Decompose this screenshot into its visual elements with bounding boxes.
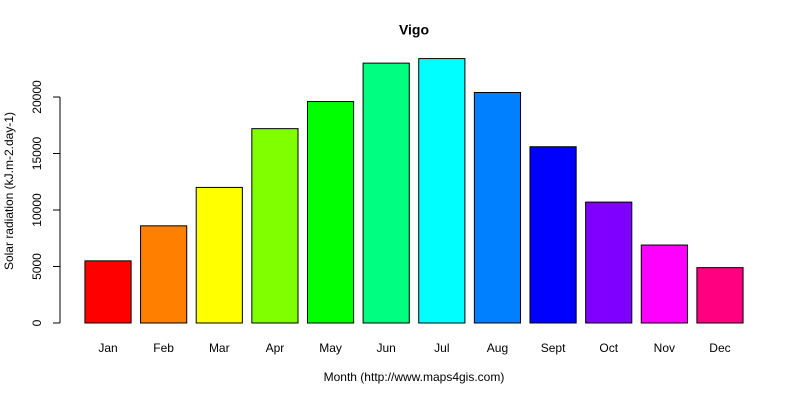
x-axis-title: Month (http://www.maps4gis.com) [324, 370, 505, 384]
y-axis-title: Solar radiation (kJ.m-2.day-1) [2, 112, 16, 270]
x-tick-label: Mar [209, 341, 230, 355]
bar [362, 62, 410, 324]
x-tick-label: Aug [487, 341, 508, 355]
y-tick-label: 15000 [30, 137, 44, 171]
x-tick-label: Nov [654, 341, 675, 355]
y-tick-label: 20000 [30, 80, 44, 114]
chart-title: Vigo [399, 22, 429, 38]
x-tick-label: Dec [709, 341, 730, 355]
x-tick-label: May [319, 341, 342, 355]
x-tick-label: Feb [153, 341, 174, 355]
bar [640, 244, 688, 324]
x-tick-label: Sept [541, 341, 566, 355]
y-tick-label: 10000 [30, 193, 44, 227]
bar [473, 91, 522, 324]
x-tick-label: Apr [266, 341, 285, 355]
bar [696, 267, 744, 324]
bar [585, 201, 633, 324]
x-tick-label: Oct [599, 341, 618, 355]
x-tick-label: Jan [98, 341, 117, 355]
bar [418, 58, 466, 324]
bar [306, 101, 355, 324]
bar [84, 260, 132, 324]
y-tick-label: 5000 [30, 253, 44, 280]
bar [529, 146, 577, 324]
y-tick-label: 0 [30, 319, 44, 326]
bar [251, 128, 299, 324]
bar [195, 186, 243, 324]
bar [140, 225, 188, 324]
x-tick-label: Jun [377, 341, 396, 355]
x-tick-label: Jul [434, 341, 449, 355]
